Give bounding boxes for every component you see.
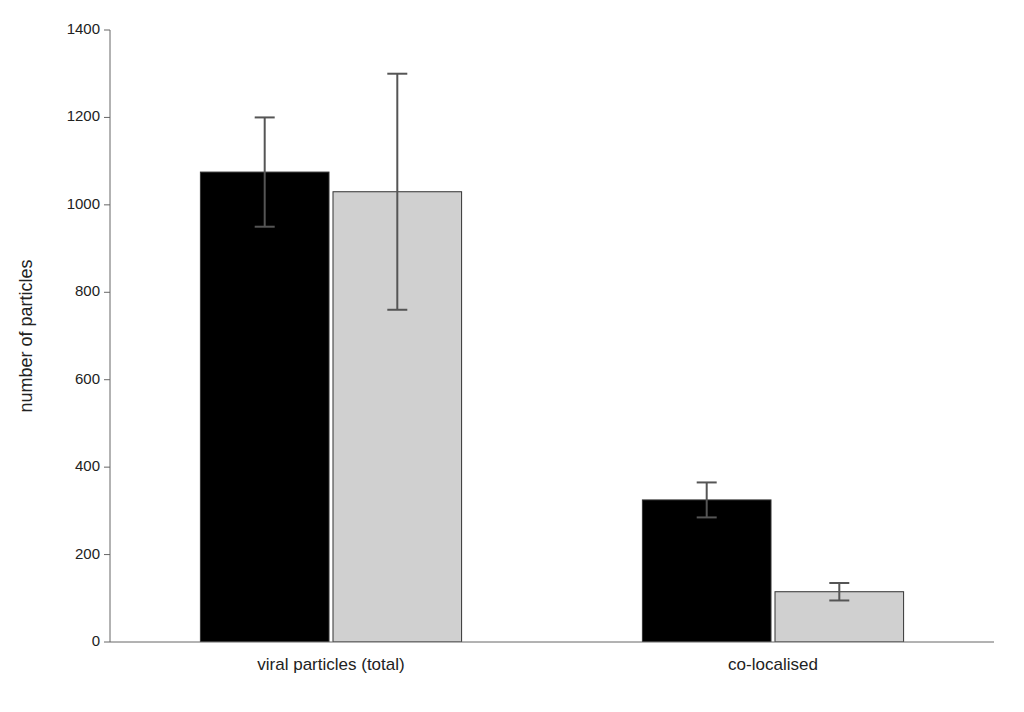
y-tick-label: 1200	[67, 107, 100, 124]
error-cap	[829, 582, 849, 584]
error-stem	[838, 583, 840, 600]
x-axis: viral particles (total) co-localised	[110, 642, 994, 674]
y-tick	[104, 204, 110, 205]
y-axis-label: number of particles	[16, 259, 36, 412]
error-cap	[697, 481, 717, 483]
error-cap	[697, 516, 717, 518]
y-tick	[104, 117, 110, 118]
y-axis: 0 200 400 600 800 1000 1200 1400	[67, 20, 110, 649]
y-tick-label: 600	[75, 370, 100, 387]
y-tick	[104, 30, 110, 31]
bar	[200, 172, 329, 642]
x-tick-label: co-localised	[728, 655, 818, 674]
y-tick	[104, 467, 110, 468]
error-stem	[706, 482, 708, 517]
bars	[200, 74, 903, 642]
y-tick-label: 1000	[67, 195, 100, 212]
error-stem	[264, 117, 266, 226]
x-axis-line	[110, 642, 994, 643]
bar	[642, 500, 771, 642]
y-tick-label: 200	[75, 545, 100, 562]
y-tick	[104, 642, 110, 643]
chart-container: 0 200 400 600 800 1000 1200 1400 number of parti…	[0, 0, 1024, 712]
chart-svg: 0 200 400 600 800 1000 1200 1400 number of parti…	[0, 0, 1024, 712]
page: {"chart_data": {"type": "bar", "categori…	[0, 0, 1024, 712]
error-cap	[255, 226, 275, 228]
x-tick-label: viral particles (total)	[257, 655, 404, 674]
error-cap	[829, 599, 849, 601]
error-bar	[387, 74, 407, 310]
y-tick-label: 1400	[67, 20, 100, 37]
y-tick	[104, 379, 110, 380]
error-cap	[387, 309, 407, 311]
y-tick	[104, 554, 110, 555]
error-bar	[829, 583, 849, 600]
error-cap	[255, 116, 275, 118]
y-tick-label: 800	[75, 282, 100, 299]
y-axis-line	[110, 30, 111, 642]
error-bar	[697, 482, 717, 517]
y-tick	[104, 292, 110, 293]
y-tick-label: 0	[92, 632, 100, 649]
error-bar	[255, 117, 275, 226]
y-tick-label: 400	[75, 457, 100, 474]
error-stem	[396, 74, 398, 310]
error-cap	[387, 73, 407, 75]
